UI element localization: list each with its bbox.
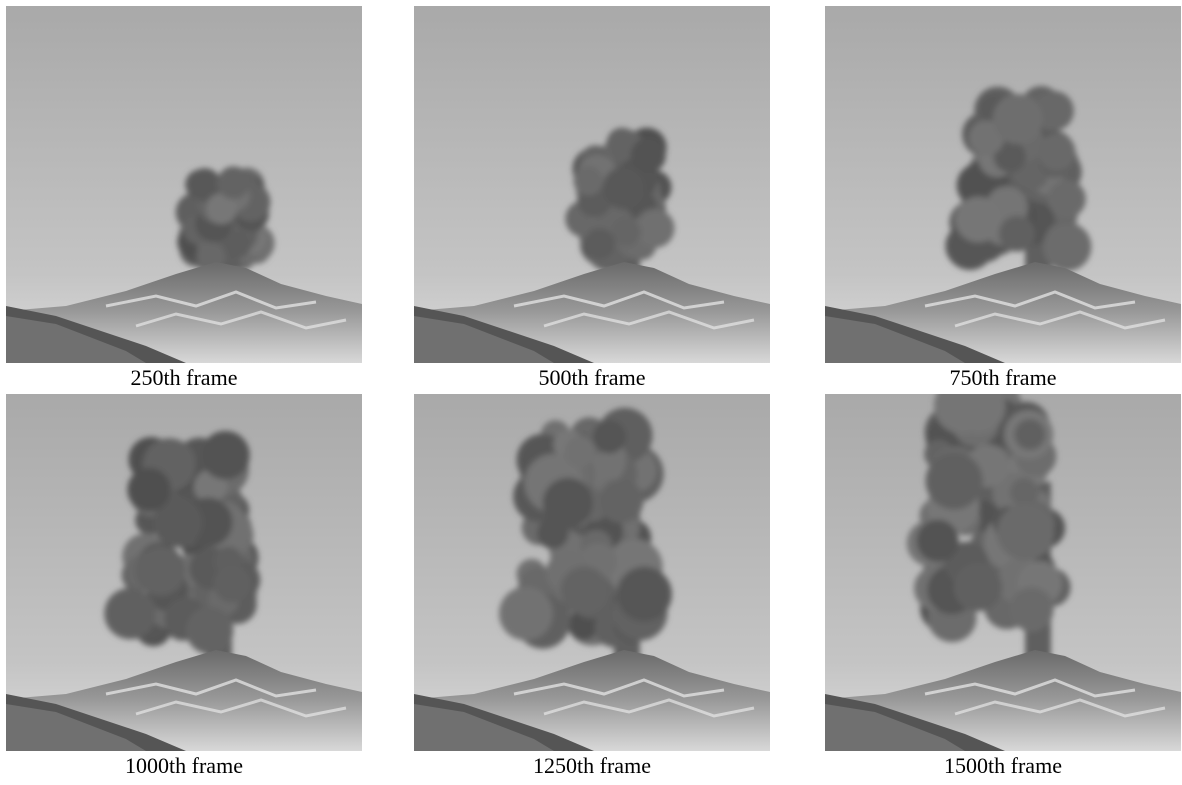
frame-caption: 500th frame <box>538 365 646 390</box>
frame-caption: 1500th frame <box>944 753 1062 778</box>
frame-caption: 1000th frame <box>125 753 243 778</box>
volcano-frame-image <box>825 394 1181 751</box>
frame-caption: 750th frame <box>949 365 1057 390</box>
frame-caption: 250th frame <box>130 365 238 390</box>
volcano-frame-image <box>414 6 770 363</box>
volcano-frame-image <box>825 6 1181 363</box>
frame-caption: 1250th frame <box>533 753 651 778</box>
volcano-frame-image <box>6 6 362 363</box>
volcano-frame-image <box>414 394 770 751</box>
volcano-frame-image <box>6 394 362 751</box>
